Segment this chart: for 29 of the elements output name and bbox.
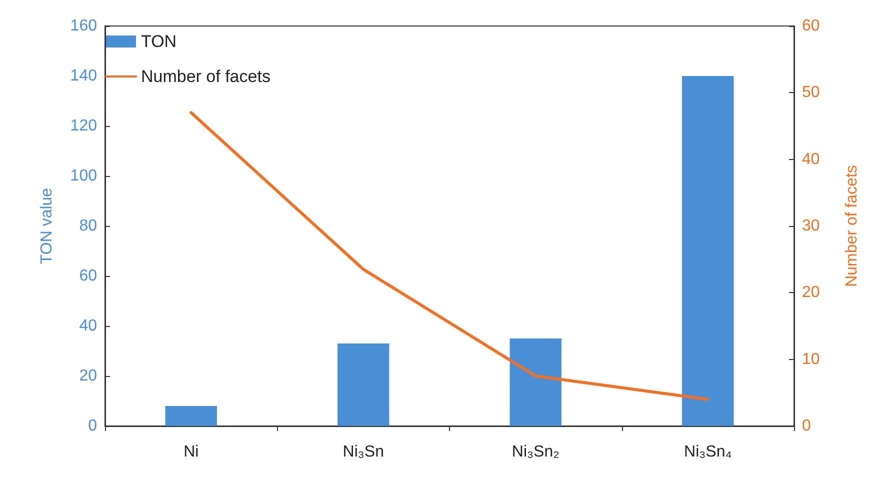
y2-tick-label: 20 bbox=[802, 284, 820, 302]
line-series bbox=[190, 111, 710, 401]
legend-label: Number of facets bbox=[141, 67, 270, 86]
bar bbox=[165, 406, 217, 426]
y2-tick-label: 60 bbox=[802, 18, 820, 34]
y2-axis-title: Number of facets bbox=[844, 165, 860, 287]
x-tick-label: Ni bbox=[184, 444, 199, 460]
y-tick-label: 140 bbox=[70, 68, 98, 84]
y-tick-label: 80 bbox=[79, 218, 98, 234]
bar bbox=[510, 338, 562, 426]
y2-tick-label: 40 bbox=[802, 150, 820, 168]
y-tick-label: 120 bbox=[70, 118, 98, 134]
y-tick-label: 60 bbox=[79, 268, 98, 284]
x-tick-label: Ni₃Sn bbox=[342, 444, 384, 460]
x-tick-label: Ni₃Sn₄ bbox=[684, 444, 732, 460]
y-tick-label: 100 bbox=[70, 168, 98, 184]
y2-tick-label: 0 bbox=[802, 418, 811, 434]
x-tick-label: Ni₃Sn₂ bbox=[512, 444, 560, 460]
y2-tick-label: 30 bbox=[802, 218, 820, 234]
y-tick-label: 40 bbox=[79, 318, 98, 334]
y2-tick-label: 10 bbox=[802, 350, 820, 368]
y-tick-label: 160 bbox=[70, 18, 98, 34]
bar bbox=[682, 76, 734, 426]
bar bbox=[338, 344, 390, 426]
y-tick-label: 0 bbox=[88, 418, 98, 434]
y-axis-title: TON value bbox=[38, 188, 56, 264]
y-tick-label: 20 bbox=[79, 368, 98, 384]
y2-tick-label: 50 bbox=[802, 84, 820, 102]
legend-label: TON bbox=[141, 32, 177, 51]
